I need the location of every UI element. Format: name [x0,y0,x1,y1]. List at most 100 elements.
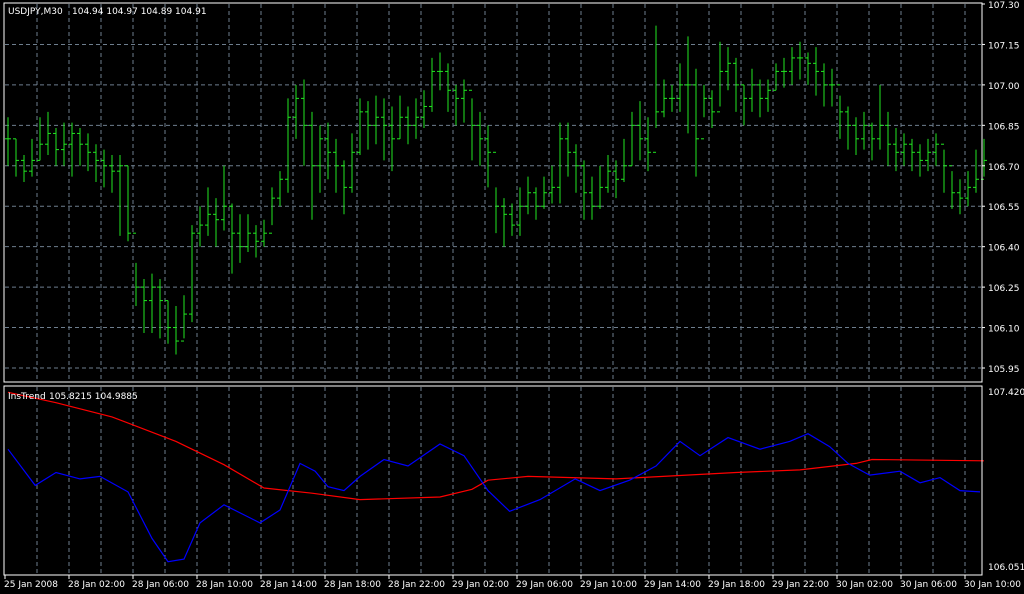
price-bar [709,90,715,129]
price-bar [757,79,763,118]
price-bar [621,138,627,182]
time-axis: 25 Jan 2008 28 Jan 02:00 28 Jan 06:00 28 Ja… [4,575,1021,590]
price-bar [837,84,843,139]
time-tick-label: 28 Jan 06:00 [132,580,189,590]
price-bar [749,68,755,112]
price-bar [805,52,811,85]
price-bar [925,138,931,172]
price-bar [589,176,595,220]
price-bar [413,98,419,139]
price-bar [741,84,747,126]
price-bar [669,84,675,112]
price-bar [941,143,947,193]
time-tick-label: 25 Jan 2008 [4,580,58,590]
price-bar [597,165,603,209]
price-bar [317,125,323,193]
time-tick-label: 29 Jan 02:00 [452,580,509,590]
price-bar [549,165,555,204]
time-tick-label: 28 Jan 14:00 [260,580,317,590]
price-bar [197,206,203,247]
price-bar [645,117,651,172]
price-bar [381,98,387,161]
price-bar [333,138,339,193]
time-tick-label: 29 Jan 10:00 [580,580,637,590]
price-bar [85,133,91,172]
price-bar [637,101,643,161]
price-tick-label: 105.95 [988,365,1020,375]
indicator-values: 105.8215 104.9885 [49,392,138,402]
price-bar [221,165,227,231]
price-bar [437,52,443,91]
price-bar [53,128,59,166]
price-bar [461,79,467,123]
price-bar [957,179,963,215]
price-bar [325,122,331,180]
price-bar [781,57,787,88]
price-bar [653,25,659,153]
price-bar [389,106,395,172]
price-bar [829,68,835,107]
price-bar [501,198,507,247]
price-bar [93,144,99,182]
price-bar [965,171,971,207]
time-tick-label: 29 Jan 22:00 [772,580,829,590]
time-tick-label: 28 Jan 22:00 [388,580,445,590]
indicator-lines [7,391,985,563]
price-bar [189,225,195,323]
price-bar [869,122,875,161]
price-bar [613,160,619,199]
time-tick-label: 29 Jan 06:00 [516,580,573,590]
price-tick-label: 106.25 [988,284,1020,294]
price-bar [509,203,515,236]
price-tick-label: 106.70 [988,163,1020,173]
indicator-name: InsTrend [8,392,46,402]
price-bar [61,122,67,166]
price-bar [101,149,107,188]
price-bar [5,117,11,166]
price-tick-label: 106.85 [988,122,1020,132]
indicator-frame [3,385,983,576]
price-bar [949,165,955,209]
price-bar [205,187,211,236]
price-bar [533,187,539,220]
price-bar [357,98,363,155]
price-bar [917,144,923,177]
price-bar [149,273,155,333]
price-bar [725,47,731,91]
instrend-red-line [7,391,985,501]
price-bars [5,25,987,355]
price-bar [397,95,403,140]
price-bar [765,79,771,112]
price-bar [877,84,883,150]
time-tick-label: 29 Jan 18:00 [708,580,765,590]
price-bar [13,138,19,177]
price-bar [309,111,315,220]
price-bar [165,300,171,344]
price-bar [477,111,483,166]
price-bar [485,125,491,188]
price-bar [733,57,739,112]
price-bar [573,144,579,193]
grid [5,4,981,574]
price-bar [525,176,531,215]
price-tick-label: 107.15 [988,41,1020,51]
price-bar [581,160,587,220]
price-bar [717,41,723,113]
price-tick-label: 106.40 [988,244,1020,254]
price-tick-label: 107.30 [988,1,1020,11]
price-bar [813,47,819,96]
time-tick-label: 30 Jan 02:00 [836,580,893,590]
price-bar [269,187,275,234]
price-bar [405,106,411,145]
price-bar [37,117,43,161]
price-axis: 107.30 107.15 107.00 106.85 106.70 106.55 106.… [982,1,1024,573]
instrend-blue-line [7,433,981,563]
price-bar [69,122,75,177]
price-bar [629,111,635,167]
price-bar [445,63,451,112]
price-bar [557,122,563,204]
price-bar [821,63,827,107]
price-bar [861,111,867,150]
price-bar [349,133,355,193]
price-tick-label: 106.10 [988,325,1020,335]
